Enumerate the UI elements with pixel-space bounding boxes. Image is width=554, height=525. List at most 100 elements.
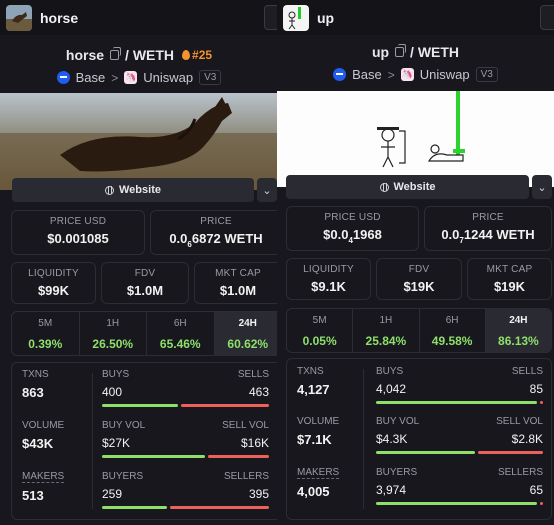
fdv-box: FDV $19K — [376, 258, 462, 300]
buyvol-sellvol-row: BUY VOL SELL VOL $4.3K $2.8K — [376, 416, 543, 454]
buys-value: 4,042 — [376, 382, 407, 396]
liquidity-label: LIQUIDITY — [303, 264, 354, 275]
tab-24h[interactable]: 24H 60.62% — [214, 312, 278, 355]
globe-icon — [105, 185, 114, 195]
pair-header: horse / WETH #25 Base > 🦄 Uniswap V3 — [0, 35, 278, 85]
price-native-box: PRICE 0.071244 WETH — [424, 206, 552, 251]
sellers-value: 395 — [248, 487, 269, 501]
website-button[interactable]: Website — [12, 178, 254, 202]
token-banner-image — [0, 93, 278, 190]
version-badge: V3 — [199, 70, 222, 85]
buyers-value: 259 — [102, 487, 123, 501]
mktcap-value: $1.0M — [219, 283, 257, 298]
mktcap-box: MKT CAP $19K — [467, 258, 552, 300]
makers-stat: MAKERS 513 — [22, 471, 65, 503]
price-usd-value: $0.041968 — [323, 227, 382, 245]
price-usd-label: PRICE USD — [49, 216, 107, 227]
tab-6h[interactable]: 6H 49.58% — [420, 309, 486, 352]
tab-header[interactable]: up — [277, 0, 554, 35]
price-usd-value: $0.001085 — [47, 231, 109, 246]
pair-base: horse — [65, 47, 105, 63]
price-label: PRICE — [200, 216, 232, 227]
price-native-value: 0.066872 WETH — [169, 231, 263, 249]
pair-quote: / WETH — [410, 44, 460, 60]
base-chain-icon — [56, 71, 70, 84]
pair-header: up / WETH Base > 🦄 Uniswap V3 — [277, 35, 554, 82]
base-chain-icon — [333, 68, 347, 81]
sells-value: 85 — [529, 382, 543, 396]
links-dropdown-button[interactable]: ⌄ — [532, 175, 552, 199]
pair-panel-up: up up / WETH Base > 🦄 Uniswap V3 — [277, 0, 554, 525]
buyers-sellers-bar — [376, 502, 543, 505]
links-dropdown-button[interactable]: ⌄ — [257, 178, 277, 202]
chevron-down-icon: ⌄ — [537, 181, 547, 194]
buyers-value: 3,974 — [376, 483, 407, 497]
makers-stat: MAKERS 4,005 — [297, 467, 340, 499]
liquidity-value: $99K — [37, 283, 70, 298]
txn-stats: TXNS 863 VOLUME $43K MAKERS 513 BUYS SELLS 4… — [11, 362, 278, 520]
price-native-value: 0.071244 WETH — [441, 227, 535, 245]
collapse-button[interactable] — [264, 5, 278, 30]
collapse-button[interactable] — [540, 5, 554, 30]
tab-6h[interactable]: 6H 65.46% — [147, 312, 215, 355]
trending-rank[interactable]: #25 — [182, 48, 212, 62]
buyvol-sellvol-bar — [376, 451, 543, 454]
fdv-label: FDV — [134, 268, 156, 279]
timeframe-tabs: 5M 0.39% 1H 26.50% 6H 65.46% 24H 60.62% — [11, 311, 278, 356]
buyvol-value: $4.3K — [376, 432, 408, 446]
copy-icon[interactable] — [395, 44, 407, 57]
tab-1h[interactable]: 1H 26.50% — [80, 312, 147, 355]
fdv-label: FDV — [408, 264, 430, 275]
chain-name[interactable]: Base — [352, 67, 382, 82]
buyvol-value: $27K — [102, 436, 131, 450]
sellvol-value: $2.8K — [511, 432, 543, 446]
price-usd-box: PRICE USD $0.001085 — [11, 210, 145, 255]
liquidity-box: LIQUIDITY $9.1K — [286, 258, 371, 300]
copy-icon[interactable] — [110, 47, 122, 60]
txn-stats: TXNS 4,127 VOLUME $7.1K MAKERS 4,005 BUYS SE… — [286, 358, 552, 520]
version-badge: V3 — [475, 67, 498, 82]
chain-breadcrumb: Base > 🦄 Uniswap V3 — [0, 70, 278, 85]
sellvol-value: $16K — [240, 436, 269, 450]
rank-label: #25 — [192, 48, 213, 62]
txns-stat: TXNS 4,127 — [297, 366, 330, 397]
price-usd-label: PRICE USD — [324, 212, 381, 223]
divider — [92, 373, 93, 509]
tab-1h[interactable]: 1H 25.84% — [353, 309, 420, 352]
buyvol-sellvol-bar — [102, 455, 269, 458]
buyers-sellers-row: BUYERS SELLERS 259 395 — [102, 471, 269, 509]
website-button[interactable]: Website — [286, 175, 529, 199]
tab-5m[interactable]: 5M 0.39% — [12, 312, 80, 355]
pair-base: up — [371, 44, 390, 60]
chevron-right-icon: > — [111, 70, 119, 85]
buys-sells-row: BUYS SELLS 4,042 85 — [376, 366, 543, 404]
tab-5m[interactable]: 5M 0.05% — [287, 309, 354, 352]
tab-title: horse — [40, 9, 79, 26]
flame-icon — [182, 50, 191, 60]
divider — [363, 369, 364, 509]
price-native-box: PRICE 0.066872 WETH — [150, 210, 278, 255]
buys-value: 400 — [102, 385, 123, 399]
fdv-box: FDV $1.0M — [101, 262, 189, 304]
uniswap-icon: 🦄 — [124, 71, 138, 84]
buys-sells-row: BUYS SELLS 400 463 — [102, 369, 269, 407]
fdv-value: $1.0M — [126, 283, 164, 298]
tab-24h[interactable]: 24H 86.13% — [485, 309, 551, 352]
mktcap-value: $19K — [493, 279, 526, 294]
mktcap-label: MKT CAP — [486, 264, 533, 275]
liquidity-label: LIQUIDITY — [28, 268, 79, 279]
chain-name[interactable]: Base — [75, 70, 106, 85]
dex-name[interactable]: Uniswap — [143, 70, 194, 85]
tab-header[interactable]: horse — [0, 0, 278, 35]
fdv-value: $19K — [403, 279, 435, 294]
timeframe-tabs: 5M 0.05% 1H 25.84% 6H 49.58% 24H 86.13% — [286, 308, 552, 353]
buys-sells-bar — [102, 404, 269, 407]
website-label: Website — [393, 181, 436, 193]
chevron-down-icon: ⌄ — [262, 184, 272, 197]
sells-value: 463 — [248, 385, 269, 399]
txns-stat: TXNS 863 — [22, 369, 49, 400]
dex-name[interactable]: Uniswap — [419, 67, 470, 82]
volume-stat: VOLUME $7.1K — [297, 416, 340, 447]
price-label: PRICE — [472, 212, 504, 223]
pair-quote: / WETH — [125, 47, 175, 63]
